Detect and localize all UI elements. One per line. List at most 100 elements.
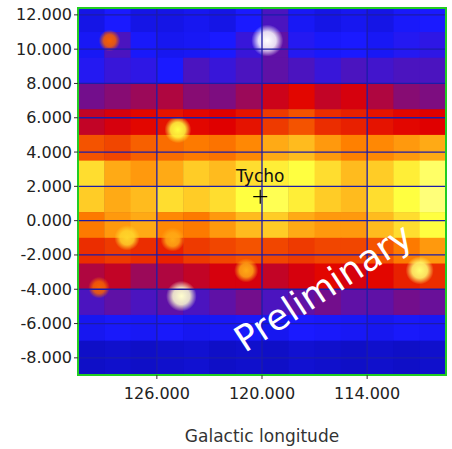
heat-cell <box>157 8 184 33</box>
heat-cell <box>209 83 236 109</box>
heat-cell <box>209 289 236 315</box>
point-source <box>114 225 140 251</box>
plot-area <box>78 8 446 375</box>
heat-cell <box>131 289 158 315</box>
tick-label: -8.000 <box>20 348 72 367</box>
point-marker <box>253 190 267 204</box>
heat-cell <box>420 58 446 84</box>
heat-cell <box>367 289 394 315</box>
heat-cell <box>131 8 158 33</box>
heat-cell <box>262 109 289 135</box>
heat-cell <box>131 109 158 135</box>
heat-cell <box>157 32 184 58</box>
heat-cell <box>315 161 342 187</box>
heat-cell <box>236 83 263 109</box>
heat-cell <box>104 58 131 84</box>
heat-cell <box>236 109 263 135</box>
heat-cell <box>315 315 342 341</box>
heat-cell <box>209 32 236 58</box>
heat-cell <box>367 32 394 58</box>
heat-cell <box>315 32 342 58</box>
point-source <box>99 30 121 52</box>
tick-label: -2.000 <box>20 245 72 264</box>
heat-cell <box>315 58 342 84</box>
heat-cell <box>420 212 446 238</box>
heat-cell <box>236 212 263 238</box>
heat-cell <box>341 83 368 109</box>
heat-cell <box>341 161 368 187</box>
heat-cell <box>393 289 420 315</box>
heat-cell <box>209 186 236 212</box>
heat-cell <box>420 161 446 187</box>
tick-label: 114.000 <box>334 384 400 403</box>
heat-cell <box>367 315 394 341</box>
heat-cell <box>341 58 368 84</box>
heat-cell <box>341 8 368 33</box>
heat-cell <box>393 58 420 84</box>
heat-cell <box>183 238 210 264</box>
heat-cell <box>262 83 289 109</box>
heat-cell <box>78 109 105 135</box>
heat-cell <box>78 315 105 341</box>
tick <box>74 49 78 50</box>
heat-cell <box>236 186 263 212</box>
heat-cell <box>420 289 446 315</box>
heat-cell <box>78 135 105 161</box>
tick <box>74 117 78 118</box>
heat-cell <box>131 32 158 58</box>
heat-cell <box>288 83 315 109</box>
heat-cell <box>209 109 236 135</box>
heat-cell <box>367 109 394 135</box>
heat-cell <box>157 83 184 109</box>
heat-cell <box>78 8 105 33</box>
heat-cell <box>104 186 131 212</box>
heat-cell <box>209 8 236 33</box>
heat-cell <box>209 161 236 187</box>
tick-label: 126.000 <box>124 384 190 403</box>
heat-cell <box>78 238 105 264</box>
heat-cell <box>367 8 394 33</box>
heat-cell <box>420 32 446 58</box>
plot-frame <box>78 8 446 375</box>
tick <box>74 254 78 255</box>
heat-cell <box>341 315 368 341</box>
cells <box>78 8 446 375</box>
tick-label: 120.000 <box>229 384 295 403</box>
heat-cell <box>288 32 315 58</box>
heat-cell <box>393 83 420 109</box>
tick-label: 12.000 <box>16 5 72 24</box>
heat-cell <box>393 32 420 58</box>
heat-cell <box>183 186 210 212</box>
heat-cell <box>183 315 210 341</box>
heat-cell <box>157 58 184 84</box>
heat-cell <box>420 83 446 109</box>
tick-label: 6.000 <box>26 108 72 127</box>
heat-cell <box>367 161 394 187</box>
heat-cell <box>131 186 158 212</box>
heat-cell <box>393 186 420 212</box>
grid-line <box>366 8 367 375</box>
heat-cell <box>393 161 420 187</box>
grid <box>78 8 446 375</box>
point-source <box>251 25 283 57</box>
tick <box>74 220 78 221</box>
heat-cell <box>104 161 131 187</box>
tick-label: -6.000 <box>20 314 72 333</box>
tick <box>74 186 78 187</box>
heat-cell <box>262 135 289 161</box>
heat-cell <box>78 212 105 238</box>
heat-cell <box>367 58 394 84</box>
heat-cell <box>367 186 394 212</box>
heat-cell <box>78 186 105 212</box>
heat-cell <box>288 212 315 238</box>
heat-cell <box>183 161 210 187</box>
tick <box>74 83 78 84</box>
heat-cell <box>341 109 368 135</box>
point-source <box>88 277 110 299</box>
point-source <box>406 256 434 284</box>
heat-cell <box>420 135 446 161</box>
heat-cell <box>262 58 289 84</box>
heat-cell <box>288 109 315 135</box>
heat-cell <box>157 161 184 187</box>
heat-cell <box>78 58 105 84</box>
